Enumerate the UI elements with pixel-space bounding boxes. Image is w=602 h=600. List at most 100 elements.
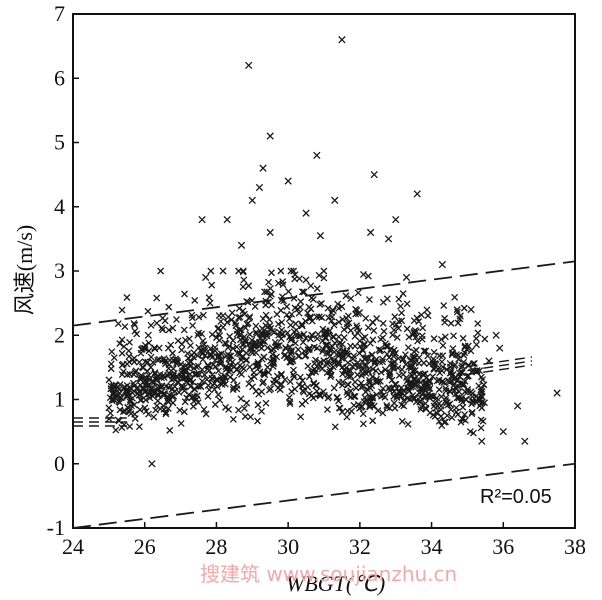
data-point [372,367,380,375]
data-point [407,364,415,372]
data-point [473,341,480,349]
data-point [236,330,244,338]
x-tick-label: 28 [205,534,227,559]
data-point [290,267,298,275]
data-point [308,368,316,376]
data-point [135,391,143,399]
data-point [147,321,155,329]
data-point [453,394,461,402]
data-point [386,404,394,412]
data-point [158,324,166,332]
data-point [439,342,447,349]
data-point [288,310,296,318]
data-point [421,400,429,407]
data-point [264,363,271,371]
data-point [261,338,269,346]
data-point [258,329,266,337]
data-point [413,314,421,322]
data-point [107,360,115,368]
data-point [246,363,254,371]
data-point [231,319,239,327]
data-point [413,377,421,385]
data-point [394,364,402,372]
data-point [381,366,389,374]
data-point [328,342,336,350]
data-point [324,304,332,312]
data-point [302,397,310,405]
data-point [287,350,295,358]
data-point [323,406,331,414]
data-point [159,402,167,410]
data-point [206,299,214,307]
data-point [225,406,233,413]
data-point [302,276,310,284]
data-point [214,325,222,333]
x-tick-label: 38 [564,534,586,559]
data-point [153,373,161,381]
data-point [129,379,137,387]
data-point [309,295,317,303]
data-point [240,276,248,284]
data-point [315,271,323,279]
data-point [411,326,419,334]
data-point [106,409,114,417]
data-point [467,347,475,355]
data-point [357,383,365,391]
y-axis: -1 0 1 2 3 4 5 6 7 [47,1,79,540]
data-point [437,335,445,343]
data-point [338,340,346,348]
data-point [225,342,233,350]
data-point [198,215,206,224]
data-point [368,382,376,390]
data-point [160,374,168,381]
data-point [384,343,392,351]
data-point [331,356,339,364]
data-point [252,322,260,330]
data-point [258,331,266,339]
data-point [313,344,321,352]
x-tick-label: 30 [277,534,299,559]
data-point [131,327,139,335]
data-point [242,338,250,346]
data-point [189,322,197,330]
data-point [252,362,260,370]
data-point [458,362,466,370]
data-point [305,344,313,352]
data-point [185,335,193,343]
data-point [433,394,441,402]
data-point [430,348,438,356]
data-point [141,388,149,396]
data-point [165,383,173,391]
data-point [188,394,196,402]
data-point [418,332,426,340]
data-point [216,332,224,340]
data-point [239,307,247,315]
data-point [370,402,378,410]
data-point [165,365,173,372]
data-point [481,335,489,343]
data-point [174,378,181,386]
data-point [322,328,330,336]
data-point [187,383,194,391]
data-point [298,322,306,330]
data-point [178,340,186,348]
data-point [422,384,429,392]
data-point [447,319,455,327]
data-point [119,368,127,376]
data-point [157,374,165,382]
data-point [137,396,144,404]
data-point [253,362,261,370]
data-point [223,318,231,326]
data-point [177,420,185,427]
data-point [323,349,331,357]
data-point [180,408,188,416]
data-point [190,385,198,393]
data-point [441,314,449,322]
data-point [184,354,192,362]
data-point [267,290,275,298]
data-point [116,340,124,347]
data-point [161,360,169,368]
data-point [364,272,372,280]
data-point [157,267,165,275]
data-point [318,365,326,373]
